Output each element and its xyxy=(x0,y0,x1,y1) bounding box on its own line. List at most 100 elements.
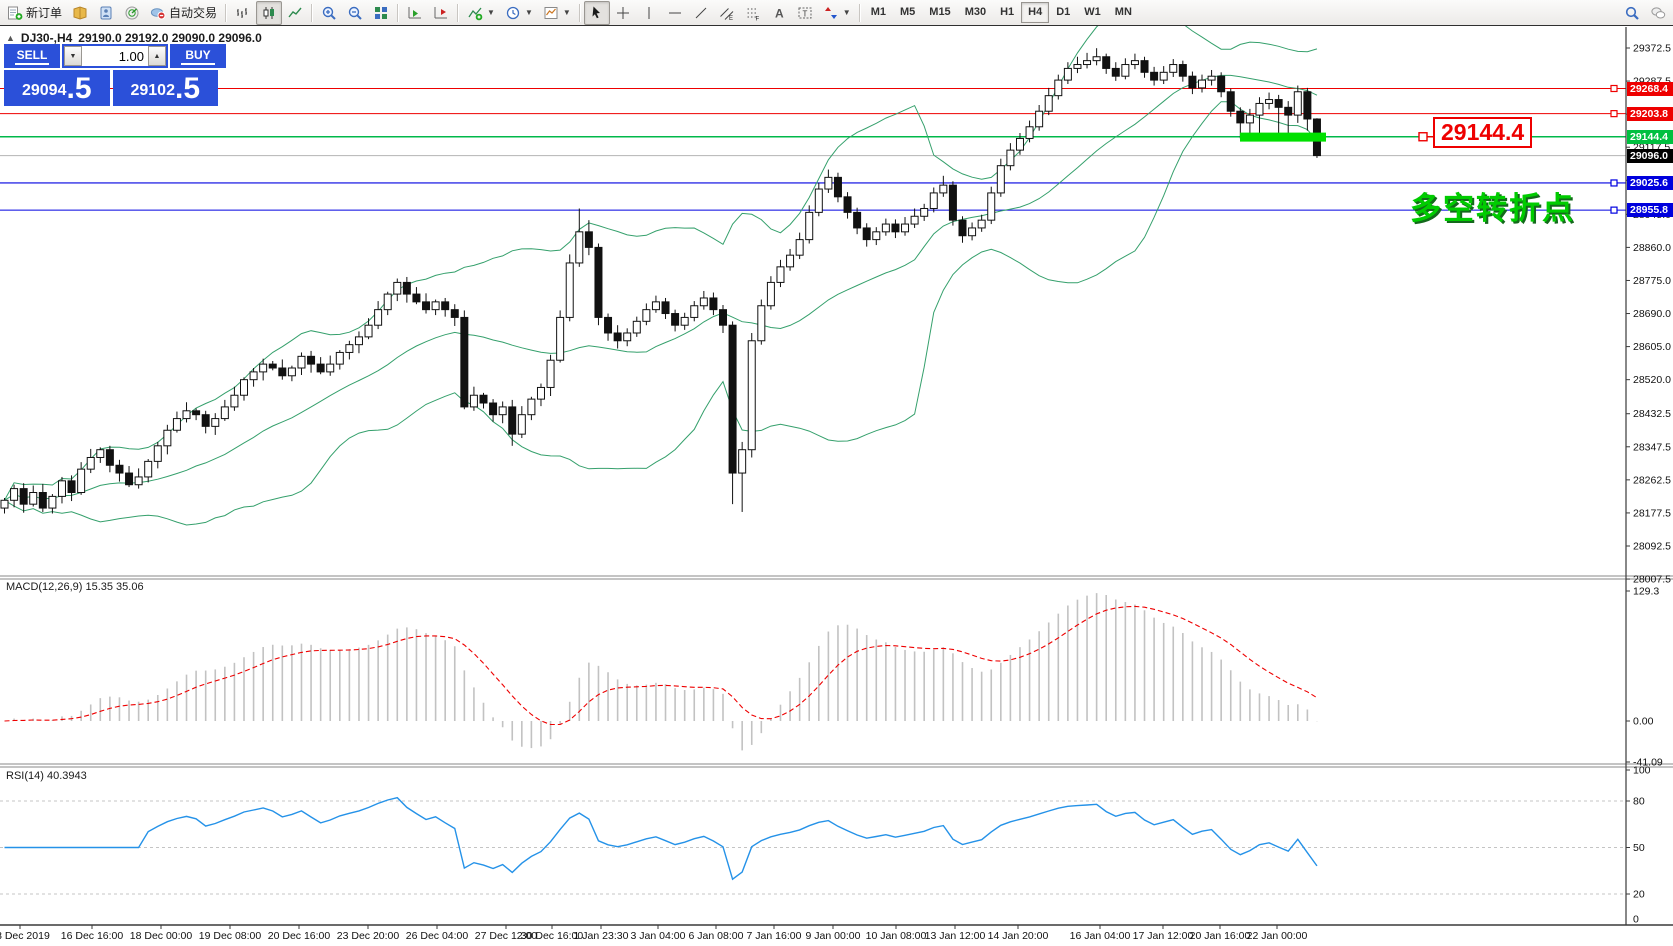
periods-button[interactable]: ▼ xyxy=(500,1,538,25)
text-label-icon: T xyxy=(798,7,812,18)
sell-price-quote[interactable]: 29094 .5 xyxy=(4,70,110,106)
svg-text:29372.5: 29372.5 xyxy=(1633,43,1671,55)
toolbar-group-standard: 新订单 自动交易 xyxy=(2,1,222,25)
chart-shift-button[interactable] xyxy=(428,1,454,25)
price-level-badge[interactable]: 29203.8 xyxy=(1627,106,1673,121)
strategy-tester-button[interactable] xyxy=(119,1,145,25)
horizontal-line-button[interactable] xyxy=(662,1,688,25)
search-button[interactable] xyxy=(1619,1,1645,25)
volume-decrease-button[interactable]: ▼ xyxy=(64,46,82,66)
cursor-icon xyxy=(592,6,600,18)
arrows-button[interactable]: ▼ xyxy=(818,1,856,25)
svg-text:28092.5: 28092.5 xyxy=(1633,540,1671,552)
zoom-in-icon xyxy=(322,6,336,20)
svg-text:129.3: 129.3 xyxy=(1633,586,1659,598)
svg-text:9 Jan 00:00: 9 Jan 00:00 xyxy=(806,930,861,942)
tf-h4[interactable]: H4 xyxy=(1021,2,1050,23)
svg-text:16 Dec 16:00: 16 Dec 16:00 xyxy=(61,930,124,942)
svg-text:E: E xyxy=(729,16,733,21)
vertical-line-button[interactable] xyxy=(636,1,662,25)
symbol-period-label: DJ30-,H4 xyxy=(20,31,73,45)
svg-text:28860.0: 28860.0 xyxy=(1633,242,1671,254)
new-order-icon xyxy=(8,6,23,20)
line-chart-button[interactable] xyxy=(282,1,308,25)
svg-text:1 Jan 23:30: 1 Jan 23:30 xyxy=(574,930,629,942)
text-button[interactable]: A xyxy=(766,1,792,25)
price-level-badge[interactable]: 29268.4 xyxy=(1627,81,1673,96)
rsi-indicator-label: RSI(14) 40.3943 xyxy=(6,770,87,782)
toolbar-group-drawing: E F A T ▼ xyxy=(583,0,856,25)
turning-point-annotation[interactable]: 多空转折点 xyxy=(1410,191,1575,226)
crosshair-button[interactable] xyxy=(610,1,636,25)
arrows-icon xyxy=(824,6,837,19)
bar-chart-icon xyxy=(237,7,248,18)
templates-button[interactable]: ▼ xyxy=(538,1,576,25)
fibonacci-button[interactable]: F xyxy=(740,1,766,25)
tf-h1[interactable]: H1 xyxy=(1000,6,1015,18)
tf-w1[interactable]: W1 xyxy=(1084,6,1101,18)
price-level-badge[interactable]: 28955.8 xyxy=(1627,203,1673,218)
price-level-badge[interactable]: 29096.0 xyxy=(1627,148,1673,163)
svg-text:28690.0: 28690.0 xyxy=(1633,308,1671,320)
chart-symbol-header[interactable]: ▲ DJ30-,H4 29190.0 29192.0 29090.0 29096… xyxy=(6,31,262,45)
toolbar-group-zoom xyxy=(316,1,394,25)
svg-text:50: 50 xyxy=(1633,842,1645,854)
price-callout-box[interactable]: 29144.4 xyxy=(1433,117,1533,148)
buy-button[interactable]: BUY xyxy=(170,44,226,68)
candlestick-chart-button[interactable] xyxy=(256,0,283,25)
hline-icon xyxy=(668,12,681,13)
profiles-button[interactable] xyxy=(93,1,119,25)
tf-mn[interactable]: MN xyxy=(1114,6,1132,18)
radar-icon xyxy=(125,6,139,19)
trendline-button[interactable] xyxy=(688,1,714,25)
bar-chart-button[interactable] xyxy=(230,1,256,25)
tf-m30[interactable]: M30 xyxy=(964,6,987,18)
toolbar-group-timeframes: M1 M5 M15 M30 H1 H4 D1 W1 MN xyxy=(864,1,1139,25)
svg-text:100: 100 xyxy=(1633,765,1651,777)
zoom-out-button[interactable] xyxy=(342,1,368,25)
collapse-panel-icon[interactable]: ▲ xyxy=(6,33,15,43)
tf-m15[interactable]: M15 xyxy=(929,6,951,18)
svg-text:28177.5: 28177.5 xyxy=(1633,507,1671,519)
one-click-trade-panel: SELL ▼ ▲ BUY 29094 .5 29102 .5 xyxy=(4,44,226,106)
sell-button[interactable]: SELL xyxy=(4,44,60,68)
indicators-button[interactable]: ▼ xyxy=(462,1,500,25)
new-order-button[interactable]: 新订单 xyxy=(2,1,67,25)
main-toolbar: 新订单 自动交易 ▼ ▼ ▼ E F A T ▼ M1 M5 M15 M30 H1 H4 D1 W1 MN xyxy=(0,0,1673,26)
tf-m5[interactable]: M5 xyxy=(900,6,916,18)
text-label-button[interactable]: T xyxy=(792,1,818,25)
svg-text:28007.5: 28007.5 xyxy=(1633,574,1671,586)
tf-d1[interactable]: D1 xyxy=(1056,6,1071,18)
volume-input[interactable] xyxy=(82,46,148,66)
equidistant-channel-button[interactable]: E xyxy=(714,1,740,25)
new-chart-button[interactable] xyxy=(67,1,93,25)
auto-scroll-button[interactable] xyxy=(402,1,428,25)
svg-text:13 Dec 2019: 13 Dec 2019 xyxy=(0,930,50,942)
svg-text:13 Jan 12:00: 13 Jan 12:00 xyxy=(925,930,986,942)
price-level-badge[interactable]: 29025.6 xyxy=(1627,175,1673,190)
svg-text:80: 80 xyxy=(1633,796,1645,808)
svg-text:0: 0 xyxy=(1633,914,1639,926)
trendline-icon xyxy=(695,7,707,18)
volume-increase-button[interactable]: ▲ xyxy=(148,46,166,66)
tile-windows-button[interactable] xyxy=(368,1,394,25)
svg-text:30 Dec 16:00: 30 Dec 16:00 xyxy=(521,930,584,942)
svg-text:26 Dec 04:00: 26 Dec 04:00 xyxy=(406,930,469,942)
volume-stepper: ▼ ▲ xyxy=(62,44,168,68)
auto-trading-icon xyxy=(150,7,166,19)
line-chart-icon xyxy=(288,7,302,17)
zoom-in-button[interactable] xyxy=(316,1,342,25)
price-level-badge[interactable]: 29144.4 xyxy=(1627,129,1673,144)
svg-text:28605.0: 28605.0 xyxy=(1633,341,1671,353)
channel-icon: E xyxy=(719,7,734,21)
crosshair-icon xyxy=(616,6,629,19)
svg-text:T: T xyxy=(802,9,807,18)
svg-text:6 Jan 08:00: 6 Jan 08:00 xyxy=(689,930,744,942)
buy-price-quote[interactable]: 29102 .5 xyxy=(112,70,218,106)
cursor-button[interactable] xyxy=(583,0,610,25)
tf-m1[interactable]: M1 xyxy=(870,6,886,18)
auto-trading-button[interactable]: 自动交易 xyxy=(145,1,222,25)
svg-text:28262.5: 28262.5 xyxy=(1633,474,1671,486)
chat-button[interactable] xyxy=(1645,1,1671,25)
